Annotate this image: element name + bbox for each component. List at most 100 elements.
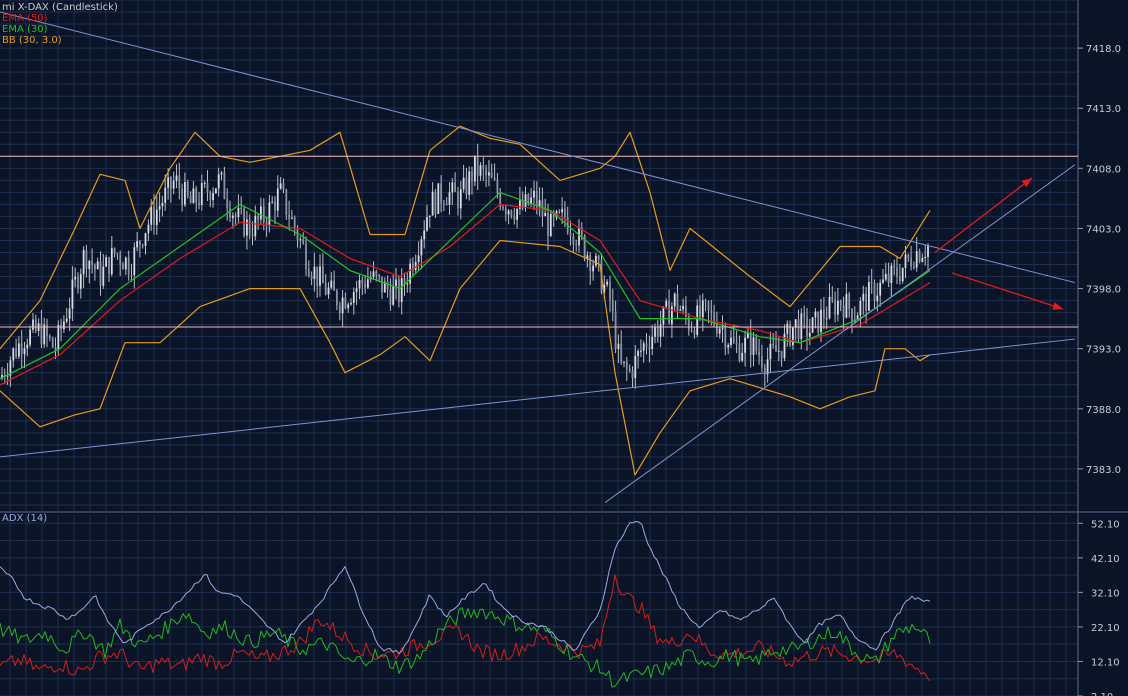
candle-body	[46, 324, 48, 337]
candle-body	[631, 370, 634, 379]
legend-bb: BB (30, 3.0)	[2, 35, 62, 46]
candle	[851, 308, 853, 334]
candle-body	[291, 217, 293, 219]
candle	[175, 164, 178, 189]
candle-body	[57, 325, 60, 350]
candle-body	[704, 300, 707, 302]
candle	[288, 200, 290, 231]
candle-body	[65, 318, 68, 322]
candle-body	[673, 293, 676, 307]
candle-body	[873, 283, 876, 302]
candle-body	[803, 313, 806, 317]
candle	[907, 253, 910, 262]
candle-body	[744, 337, 746, 353]
candle-body	[842, 305, 845, 318]
candle-body	[701, 300, 704, 318]
candle-body	[924, 256, 927, 258]
candle	[29, 325, 31, 348]
candle	[823, 296, 825, 330]
candle-body	[808, 332, 811, 337]
candle	[276, 175, 279, 218]
candle-body	[209, 192, 212, 201]
candle-body	[747, 332, 749, 338]
candle-body	[620, 343, 623, 363]
trendline	[0, 11, 1076, 284]
candle-body	[367, 279, 369, 288]
candle-body	[20, 343, 23, 355]
candle-body	[865, 293, 867, 311]
candle	[831, 286, 834, 303]
candle-body	[358, 280, 361, 289]
candle-body	[882, 279, 884, 283]
candle-body	[482, 165, 485, 170]
candle	[645, 333, 648, 355]
candle-body	[178, 175, 181, 189]
candle-body	[63, 321, 65, 330]
candle-body	[642, 343, 645, 351]
candle-body	[34, 319, 37, 331]
arrow-head	[1021, 177, 1032, 188]
candle-body	[234, 215, 237, 218]
candle-body	[721, 328, 724, 330]
candle	[434, 189, 437, 219]
candle-body	[794, 319, 797, 328]
candle	[752, 332, 755, 367]
candle-body	[496, 179, 499, 194]
candle-body	[825, 318, 828, 320]
candle	[549, 210, 552, 237]
candle-body	[668, 300, 670, 325]
candle-body	[113, 248, 116, 254]
candle	[451, 178, 454, 206]
candle-body	[519, 200, 521, 209]
candle-body	[538, 200, 541, 207]
candle-body	[887, 274, 890, 283]
candle-body	[327, 287, 330, 295]
candle-body	[851, 309, 853, 322]
candle	[260, 197, 262, 225]
candle-body	[465, 177, 468, 195]
candle	[124, 256, 127, 276]
candle	[868, 275, 870, 311]
candle-body	[26, 344, 29, 349]
candle-body	[338, 305, 341, 314]
candle	[673, 292, 676, 312]
candle	[862, 285, 865, 315]
candle	[65, 307, 68, 324]
candle	[640, 339, 642, 357]
candle	[220, 171, 223, 181]
candle-body	[54, 347, 57, 350]
candle	[186, 179, 189, 199]
candle	[561, 197, 563, 224]
candle-body	[572, 235, 575, 245]
candle-body	[471, 171, 473, 182]
candle	[676, 284, 679, 319]
candle	[324, 274, 327, 296]
candle-body	[533, 190, 535, 198]
candle	[808, 318, 811, 345]
candle-body	[223, 172, 226, 199]
candle-body	[96, 261, 99, 270]
candle-body	[488, 172, 490, 176]
candle	[918, 248, 921, 264]
candle-body	[817, 311, 820, 333]
candle-body	[837, 300, 839, 315]
candle-body	[710, 310, 713, 313]
candle-body	[899, 276, 901, 282]
candle-body	[71, 279, 74, 309]
candle-body	[569, 232, 572, 236]
candle	[482, 157, 485, 181]
candle	[682, 298, 684, 313]
trendline	[604, 164, 1076, 503]
candle-body	[530, 197, 532, 205]
candle	[834, 291, 836, 323]
candle	[116, 252, 119, 260]
candle-body	[679, 309, 682, 311]
candle	[108, 256, 110, 282]
candle	[48, 334, 51, 342]
candle-body	[665, 300, 668, 307]
y-tick-label: 7398.0	[1086, 285, 1121, 296]
candle	[738, 335, 741, 363]
candle-body	[507, 210, 510, 215]
candle	[668, 289, 670, 325]
